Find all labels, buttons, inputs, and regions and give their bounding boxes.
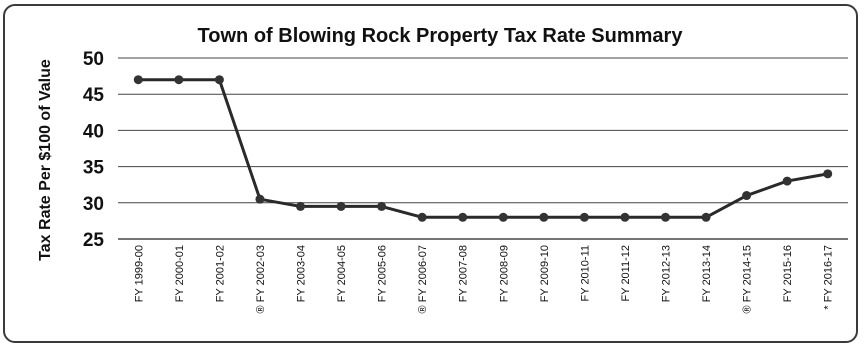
data-point (336, 201, 346, 211)
x-tick-label: FY 2003-04 (296, 245, 308, 302)
x-tick-label: FY 2009-10 (539, 245, 551, 302)
data-point (174, 75, 184, 85)
chart-frame (3, 4, 858, 343)
data-point (823, 169, 833, 179)
data-point (701, 212, 711, 222)
x-tick-label: FY 1999-00 (133, 245, 145, 302)
x-tick-label: ® FY 2002-03 (255, 245, 267, 313)
x-tick-label: * FY 2016-17 (823, 245, 835, 310)
data-point (579, 212, 589, 222)
data-point (296, 201, 305, 211)
data-point (498, 212, 508, 222)
data-point (539, 212, 549, 222)
x-tick-label: FY 2010-11 (579, 245, 591, 301)
y-tick-label: 40 (83, 121, 104, 142)
x-tick-label: FY 2001-02 (214, 245, 226, 302)
x-tick-label: FY 2013-14 (701, 245, 713, 302)
y-tick-label: 50 (83, 49, 104, 70)
x-tick-label: FY 2005-06 (377, 245, 389, 302)
grid-layer (118, 57, 848, 240)
y-tick-label: 30 (83, 194, 104, 215)
y-tick-label: 25 (83, 230, 105, 251)
data-point (620, 212, 630, 222)
y-tick-layer: 25 30 35 40 45 50 (83, 49, 105, 251)
chart-title: Town of Blowing Rock Property Tax Rate S… (198, 25, 684, 47)
data-point (255, 194, 265, 204)
series-line (138, 78, 828, 219)
x-tick-label: FY 2007-08 (458, 245, 470, 302)
point-layer (133, 75, 833, 222)
data-point (214, 75, 224, 85)
data-point (458, 212, 468, 222)
x-tick-label: FY 2015-16 (782, 245, 794, 302)
x-tick-label: FY 2008-09 (498, 245, 510, 302)
data-point (377, 201, 387, 211)
y-tick-label: 45 (83, 85, 105, 106)
x-tick-layer: FY 1999-00 FY 2000-01 FY 2001-02 ® FY 2002-… (133, 245, 834, 313)
x-tick-label: ® FY 2006-07 (417, 245, 429, 313)
y-axis-label: Tax Rate Per $100 of Value (37, 59, 54, 261)
data-point (742, 191, 752, 201)
x-tick-label: FY 2011-12 (620, 245, 632, 301)
data-point (782, 176, 792, 186)
data-point (133, 75, 143, 85)
x-tick-label: FY 2012-13 (661, 245, 673, 302)
x-tick-label: FY 2000-01 (174, 245, 186, 302)
y-tick-label: 35 (83, 158, 105, 179)
x-tick-label: FY 2004-05 (336, 245, 348, 302)
x-tick-label: ® FY 2014-15 (742, 245, 754, 313)
data-point (661, 212, 670, 222)
data-point (417, 212, 427, 222)
